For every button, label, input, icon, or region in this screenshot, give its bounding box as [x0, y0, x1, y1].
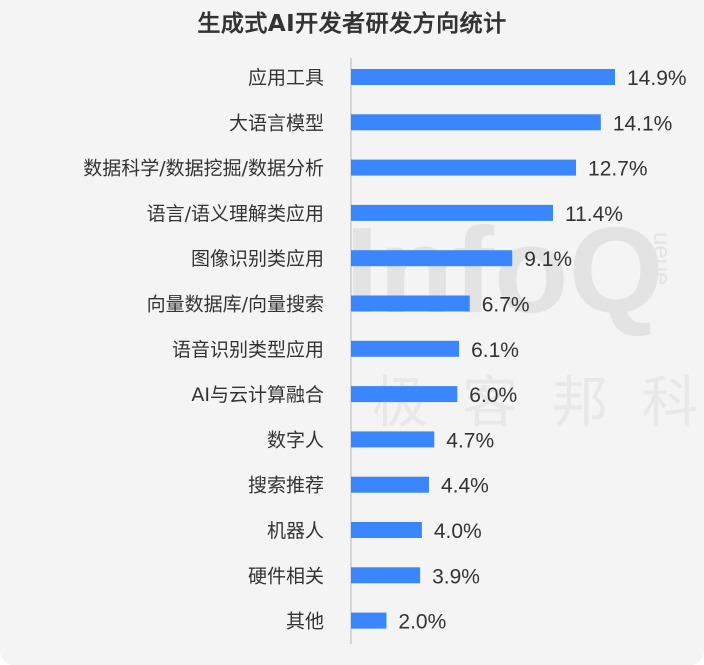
category-label: 数字人 — [267, 429, 324, 451]
value-label: 4.4% — [441, 475, 489, 498]
category-label: 语言/语义理解类应用 — [147, 203, 324, 225]
value-label: 6.7% — [482, 294, 530, 317]
category-label: 数据科学/数据挖掘/数据分析 — [83, 158, 324, 180]
value-label: 4.7% — [446, 429, 494, 452]
category-label: 搜索推荐 — [248, 475, 324, 497]
category-label: 应用工具 — [248, 67, 324, 89]
bar — [351, 114, 601, 131]
category-label: AI与云计算融合 — [191, 384, 324, 406]
category-label: 图像识别类应用 — [191, 248, 324, 270]
value-label: 6.0% — [469, 384, 517, 407]
bar — [351, 340, 460, 357]
value-label: 2.0% — [398, 611, 446, 634]
bar — [351, 386, 458, 403]
bar — [351, 250, 513, 267]
bar — [351, 567, 421, 584]
value-label: 3.9% — [432, 565, 480, 588]
category-label: 硬件相关 — [248, 565, 324, 587]
category-label: 向量数据库/向量搜索 — [147, 294, 324, 316]
bar — [351, 204, 553, 221]
value-label: 9.1% — [524, 248, 572, 271]
category-label: 其他 — [286, 611, 324, 633]
value-label: 4.0% — [434, 520, 482, 543]
bar — [351, 69, 615, 85]
category-label: 语音识别类型应用 — [172, 339, 324, 361]
value-label: 12.7% — [588, 158, 648, 181]
value-label: 11.4% — [565, 203, 623, 226]
bar — [351, 295, 470, 312]
category-label: 机器人 — [267, 520, 324, 542]
value-label: 6.1% — [471, 339, 519, 362]
category-label: 大语言模型 — [229, 112, 324, 134]
value-label: 14.1% — [613, 112, 673, 135]
chart-title: 生成式AI开发者研发方向统计 — [197, 11, 507, 37]
bar — [351, 159, 577, 176]
bar — [351, 522, 422, 538]
bar — [351, 476, 429, 493]
value-label: 14.9% — [627, 67, 687, 90]
bar — [351, 612, 387, 629]
bar — [351, 431, 435, 448]
